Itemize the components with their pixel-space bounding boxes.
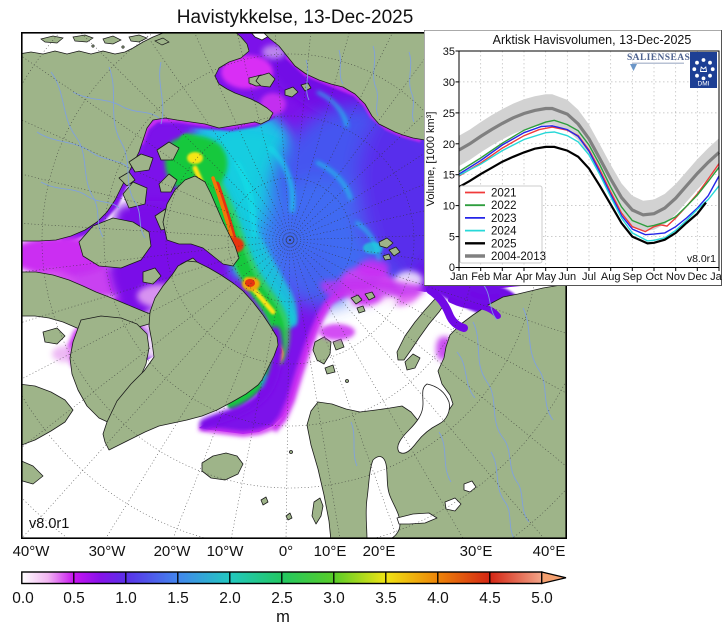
svg-text:10: 10 (443, 201, 455, 213)
svg-text:Sep: Sep (623, 271, 643, 283)
svg-text:m: m (276, 608, 290, 626)
svg-text:Volume, [1000 km³]: Volume, [1000 km³] (425, 112, 437, 207)
svg-text:v8.0r1: v8.0r1 (687, 253, 716, 265)
svg-text:3.0: 3.0 (323, 590, 345, 607)
svg-text:Jan: Jan (450, 271, 468, 283)
svg-text:0: 0 (449, 262, 455, 274)
svg-text:15: 15 (443, 170, 455, 182)
svg-text:2023: 2023 (491, 213, 517, 225)
svg-text:2022: 2022 (491, 200, 517, 212)
svg-text:2021: 2021 (491, 188, 517, 200)
svg-text:4.5: 4.5 (479, 590, 501, 607)
svg-text:20: 20 (443, 139, 455, 151)
svg-text:Mar: Mar (493, 271, 512, 283)
svg-text:30: 30 (443, 77, 455, 89)
svg-text:DMI: DMI (698, 81, 710, 88)
svg-text:2.0: 2.0 (219, 590, 241, 607)
svg-text:2025: 2025 (491, 238, 517, 250)
svg-text:2024: 2024 (491, 226, 517, 238)
svg-text:Jun: Jun (558, 271, 576, 283)
svg-text:0.5: 0.5 (63, 590, 85, 607)
svg-text:5.0: 5.0 (531, 590, 553, 607)
svg-text:Jan: Jan (710, 271, 722, 283)
svg-text:1.0: 1.0 (115, 590, 137, 607)
svg-text:v8.0r1: v8.0r1 (29, 516, 69, 532)
svg-text:0.0: 0.0 (12, 590, 34, 607)
svg-text:Oct: Oct (645, 271, 662, 283)
svg-text:25: 25 (443, 108, 455, 120)
svg-text:Feb: Feb (471, 271, 490, 283)
svg-text:SALIENSEAS: SALIENSEAS (627, 53, 690, 63)
svg-text:1.5: 1.5 (167, 590, 189, 607)
svg-text:2.5: 2.5 (271, 590, 293, 607)
svg-text:Apr: Apr (515, 271, 532, 283)
svg-text:4.0: 4.0 (427, 590, 449, 607)
svg-text:Dec: Dec (688, 271, 708, 283)
svg-text:2004-2013: 2004-2013 (491, 251, 546, 263)
svg-text:35: 35 (443, 46, 455, 58)
svg-text:May: May (535, 271, 556, 283)
svg-text:Nov: Nov (666, 271, 686, 283)
svg-text:Jul: Jul (582, 271, 596, 283)
svg-text:Aug: Aug (601, 271, 621, 283)
svg-text:Arktisk Havisvolumen, 13-Dec-2: Arktisk Havisvolumen, 13-Dec-2025 (493, 33, 692, 47)
svg-text:3.5: 3.5 (375, 590, 397, 607)
svg-text:5: 5 (449, 232, 455, 244)
